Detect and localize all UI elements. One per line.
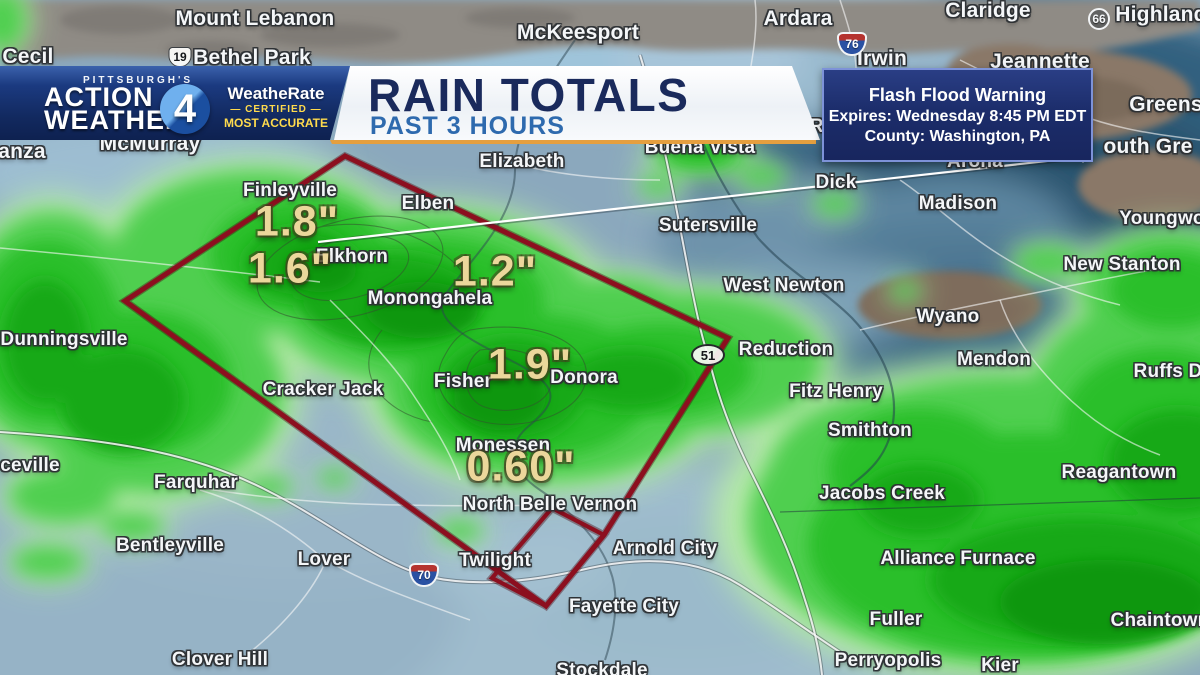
warning-pointer-line <box>317 155 1084 244</box>
flash-flood-warning-polygon <box>120 153 732 610</box>
county-boundary-line <box>779 497 1200 513</box>
flash-flood-warning-box: Flash Flood Warning Expires: Wednesday 8… <box>822 68 1093 162</box>
station-tagline: PITTSBURGH'S <box>82 75 194 86</box>
weatherate-accurate-label: MOST ACCURATE <box>224 116 328 130</box>
station-name: ACTION WEATHER <box>44 82 186 135</box>
youghiogheny-river <box>698 134 896 487</box>
banner-accent-line <box>330 140 816 144</box>
channel-4-logo: 4 <box>160 84 210 134</box>
station-logo-banner: PITTSBURGH'S ACTION WEATHER 4 WeatheRate… <box>0 66 350 140</box>
page-subtitle: PAST 3 HOURS <box>370 112 565 140</box>
page-title: RAIN TOTALS <box>368 69 690 121</box>
warning-expires: Expires: Wednesday 8:45 PM EDT <box>828 107 1087 125</box>
warning-title: Flash Flood Warning <box>868 84 1047 105</box>
monongahela-river <box>440 39 617 661</box>
headline-banner: RAIN TOTALS PAST 3 HOURS <box>334 66 820 140</box>
weatherate-badge: WeatheRate <box>227 84 325 103</box>
weatherate-certified-label: — CERTIFIED — <box>230 104 322 115</box>
warning-county: County: Washington, PA <box>864 127 1051 145</box>
